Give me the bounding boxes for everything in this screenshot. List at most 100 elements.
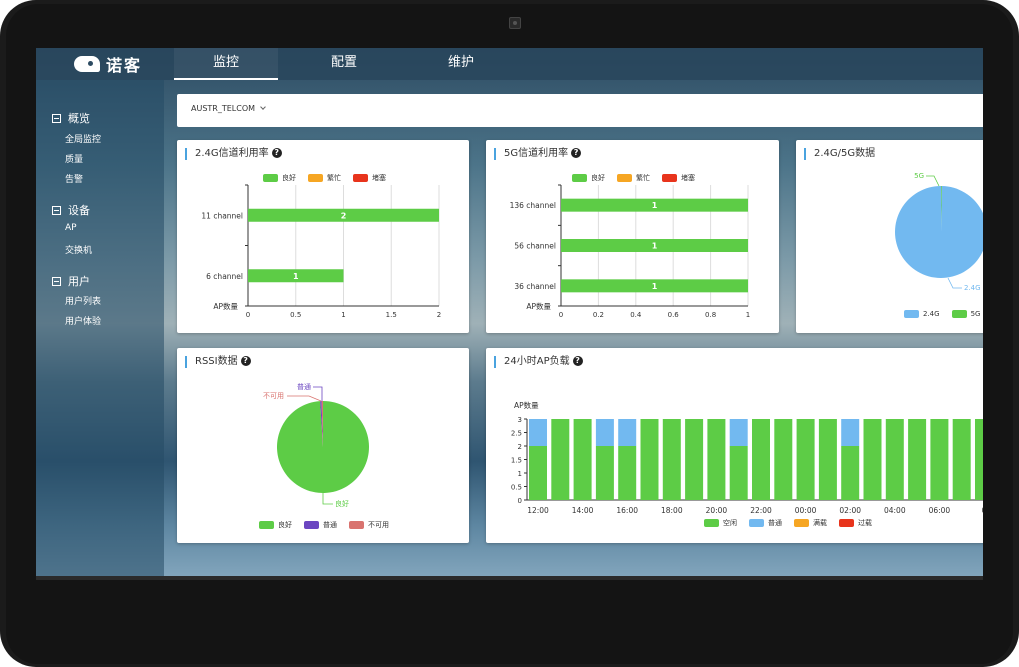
pie-label-line xyxy=(287,395,322,402)
legend-label: 繁忙 xyxy=(636,174,650,182)
tab-config[interactable]: 配置 xyxy=(330,55,357,70)
top-nav-bar: 诺客 监控 配置 维护 xyxy=(36,48,983,80)
bar-segment xyxy=(529,446,547,500)
bar-segment xyxy=(685,419,704,500)
help-icon[interactable]: ? xyxy=(240,356,251,366)
x-tick-label: 04:00 xyxy=(884,506,906,515)
y-tick-label: 0.5 xyxy=(511,484,522,492)
legend-swatch xyxy=(259,521,274,529)
filter-bar: AUSTR_TELCOM xyxy=(177,94,983,127)
pie-label: 2.4G xyxy=(964,284,981,292)
help-icon[interactable]: ? xyxy=(572,356,583,366)
x-tick-label: 0.8 xyxy=(705,311,716,319)
y-tick-label: 136 channel xyxy=(510,201,556,210)
legend-item[interactable]: 普通 xyxy=(749,518,782,528)
legend-swatch xyxy=(617,174,632,182)
logo-icon xyxy=(74,56,100,72)
bar-segment xyxy=(595,419,614,446)
sidebar-item-global-monitor[interactable]: 全局监控 xyxy=(65,135,102,145)
bar-segment xyxy=(729,446,748,500)
legend-item[interactable]: 良好 xyxy=(259,520,292,530)
sidebar-group-overview[interactable]: 概览 xyxy=(52,110,90,126)
card-rssi: RSSI数据? 良好 普通 不可用 良好 普通 不可用 xyxy=(177,348,469,543)
chart-legend: 良好 繁忙 堵塞 xyxy=(572,173,707,183)
bar-data-label: 1 xyxy=(652,242,658,251)
x-tick-label: 0.5 xyxy=(290,311,301,319)
legend-item[interactable]: 不可用 xyxy=(349,520,389,530)
bar-segment xyxy=(729,419,748,446)
bar-segment xyxy=(640,419,659,500)
collapse-icon xyxy=(52,205,61,215)
sidebar-item-user-list[interactable]: 用户列表 xyxy=(65,297,102,307)
legend-label: 良好 xyxy=(282,174,296,182)
legend-swatch xyxy=(263,174,278,182)
y-tick-label: 56 channel xyxy=(514,242,556,251)
legend-swatch xyxy=(353,174,368,182)
x-tick-label: 20:00 xyxy=(706,506,728,515)
x-tick-label: 18:00 xyxy=(661,506,683,515)
pie-slice xyxy=(321,401,323,447)
y-tick-label: 2.5 xyxy=(511,430,522,438)
sidebar-item-quality[interactable]: 质量 xyxy=(65,155,84,165)
tab-monitor[interactable]: 监控 xyxy=(174,48,278,80)
legend-item[interactable]: 2.4G xyxy=(904,310,940,318)
help-icon[interactable]: ? xyxy=(571,148,582,158)
sidebar-item-switch[interactable]: 交换机 xyxy=(65,246,93,256)
y-axis-name: AP数量 xyxy=(213,301,238,311)
legend-item[interactable]: 堵塞 xyxy=(662,173,695,183)
tab-maintenance[interactable]: 维护 xyxy=(447,55,474,70)
legend-item[interactable]: 5G xyxy=(951,310,980,318)
help-icon[interactable]: ? xyxy=(271,148,282,158)
bar xyxy=(561,279,748,293)
legend-item[interactable]: 过载 xyxy=(839,518,872,528)
card-title-text: 5G信道利用率 xyxy=(504,148,569,159)
x-tick-label: 22:00 xyxy=(750,506,772,515)
card-24g-channel: 2.4G信道利用率? 良好 繁忙 堵塞 0 0.5 1 1.5 2 2 11 channel… xyxy=(177,140,469,333)
bar-segment xyxy=(841,419,860,446)
bar-segment xyxy=(618,419,637,446)
card-title: RSSI数据? xyxy=(185,356,251,368)
bar-segment xyxy=(662,419,681,500)
bar-segment xyxy=(529,419,547,446)
bar-segment xyxy=(975,419,983,500)
legend-item[interactable]: 普通 xyxy=(304,520,337,530)
bar xyxy=(248,208,439,222)
sidebar-group-devices[interactable]: 设备 xyxy=(52,202,90,218)
x-tick-label: 0 xyxy=(559,311,563,319)
legend-item[interactable]: 堵塞 xyxy=(353,173,386,183)
pie-label: 5G xyxy=(914,172,924,180)
x-tick-label: 02:00 xyxy=(839,506,861,515)
site-select[interactable]: AUSTR_TELCOM xyxy=(191,104,266,113)
y-tick-label: 11 channel xyxy=(201,211,243,220)
x-tick-label: 0.6 xyxy=(668,311,680,319)
bar xyxy=(561,239,748,252)
pie-slice xyxy=(895,186,983,278)
legend-item[interactable]: 良好 xyxy=(572,173,605,183)
legend-item[interactable]: 良好 xyxy=(263,173,296,183)
sidebar-item-ap[interactable]: AP xyxy=(65,223,77,233)
legend-label: 过载 xyxy=(858,519,872,527)
pie-label: 普通 xyxy=(297,382,311,391)
sidebar-item-alarms[interactable]: 告警 xyxy=(65,175,84,185)
sidebar-group-users[interactable]: 用户 xyxy=(52,273,90,289)
y-tick-label: 2 xyxy=(518,443,522,451)
y-tick-label: 0 xyxy=(518,497,522,505)
site-select-value: AUSTR_TELCOM xyxy=(191,104,256,113)
legend-item[interactable]: 空闲 xyxy=(704,518,737,528)
bar-segment xyxy=(818,419,837,500)
pie-label-line xyxy=(322,493,333,505)
legend-item[interactable]: 满载 xyxy=(794,518,827,528)
sidebar-item-user-experience[interactable]: 用户体验 xyxy=(65,317,102,327)
chart-24g-channel: 0 0.5 1 1.5 2 2 11 channel 1 6 channel AP数量 xyxy=(201,184,441,319)
legend-item[interactable]: 繁忙 xyxy=(308,173,341,183)
legend-item[interactable]: 繁忙 xyxy=(617,173,650,183)
collapse-icon xyxy=(52,276,61,286)
bar xyxy=(561,198,748,212)
legend-swatch xyxy=(704,519,719,527)
bar-segment xyxy=(908,419,927,500)
pie-slice xyxy=(277,401,370,493)
y-tick-label: 6 channel xyxy=(206,272,243,281)
app-logo[interactable]: 诺客 xyxy=(74,52,142,76)
bar-data-label: 1 xyxy=(652,201,658,210)
legend-swatch xyxy=(951,310,967,318)
